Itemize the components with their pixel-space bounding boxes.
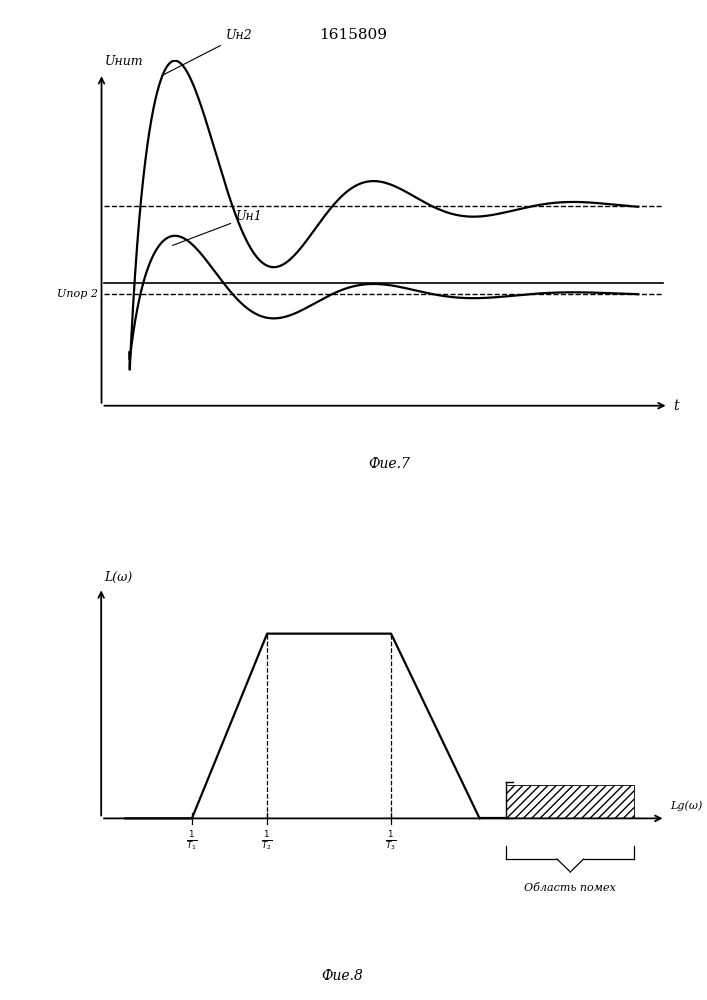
Text: Uнит: Uнит [105,55,144,68]
Text: Lg(ω): Lg(ω) [670,800,702,811]
Text: Область помех: Область помех [525,883,617,893]
Text: L(ω): L(ω) [105,571,132,584]
Text: $\frac{1}{T_3}$: $\frac{1}{T_3}$ [385,829,397,853]
Text: Фие.7: Фие.7 [368,457,410,471]
Text: t: t [674,399,679,413]
Text: 1615809: 1615809 [320,28,387,42]
Text: Uпор 2: Uпор 2 [57,289,98,299]
Text: $\frac{1}{T_1}$: $\frac{1}{T_1}$ [186,829,198,853]
Text: Uн2: Uн2 [162,29,252,75]
Text: Uн1: Uн1 [173,210,263,245]
Text: Фие.8: Фие.8 [322,969,363,983]
Text: $\frac{1}{T_2}$: $\frac{1}{T_2}$ [262,829,273,853]
